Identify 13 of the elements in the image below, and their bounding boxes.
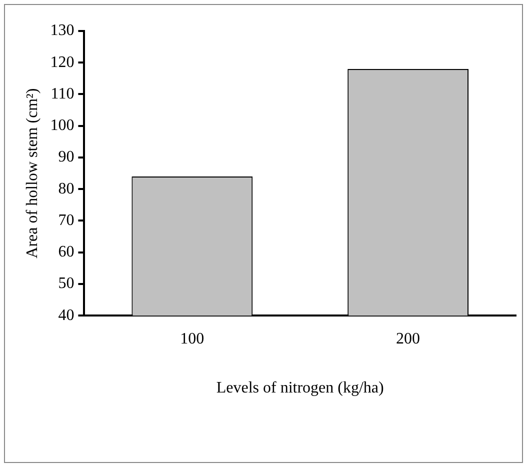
y-tick-label: 80	[58, 180, 74, 198]
y-tick-label: 110	[50, 85, 74, 102]
y-tick-label: 50	[58, 275, 74, 292]
y-axis-title: Area of hollow stem (cm²)	[24, 88, 41, 258]
x-tick-label: 200	[396, 330, 420, 348]
y-tick-label: 130	[50, 22, 74, 40]
y-tick-label: 70	[58, 212, 74, 229]
y-tick-label: 60	[58, 244, 74, 261]
y-tick-label: 90	[58, 148, 74, 166]
x-axis-title: Levels of nitrogen (kg/ha)	[216, 380, 384, 397]
y-tick-label: 120	[50, 54, 74, 71]
y-tick-label: 100	[50, 117, 74, 134]
y-tick-label: 40	[58, 306, 74, 324]
